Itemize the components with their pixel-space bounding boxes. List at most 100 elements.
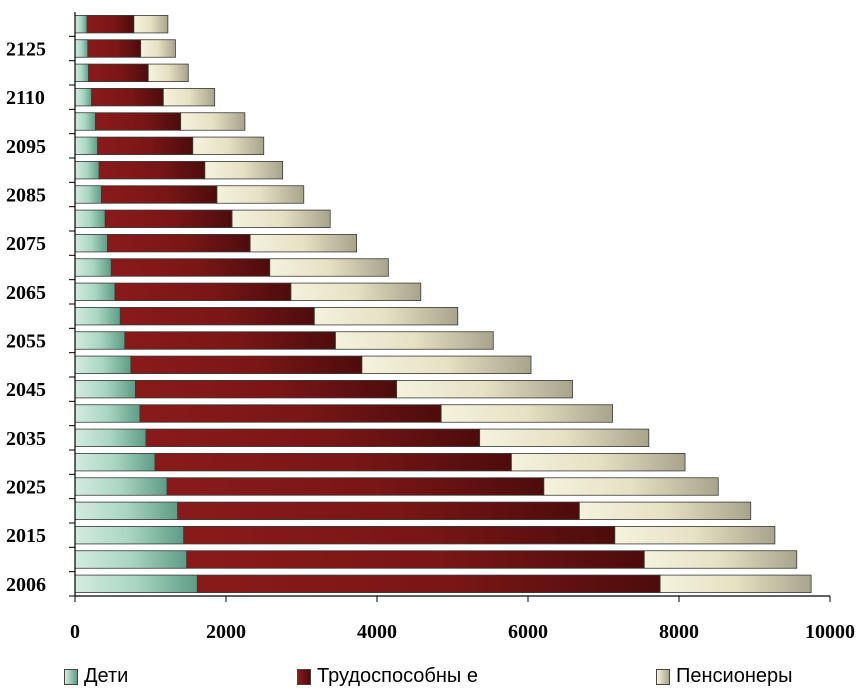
- bar-children-22: [74, 39, 89, 58]
- legend-item-children: Дети: [64, 665, 128, 688]
- y-tick-label: 2035: [6, 428, 46, 450]
- bar-children-2: [74, 526, 185, 545]
- bar-pensioners-19: [180, 112, 246, 131]
- bar-workers-4: [166, 477, 545, 496]
- y-tick-label: 2095: [6, 136, 46, 158]
- axes-group: 2006 2015 2025 2035 2045 2055 2065 2075 2085 2095…: [6, 12, 855, 643]
- bar-children-13: [74, 258, 112, 277]
- bars-group: [74, 15, 812, 593]
- bar-workers-6: [145, 428, 481, 447]
- bar-workers-3: [177, 501, 580, 520]
- bar-pensioners-1: [643, 550, 798, 569]
- bar-pensioners-3: [578, 501, 752, 520]
- y-tick-label: 2125: [6, 39, 46, 61]
- y-tick-label: 2085: [6, 185, 46, 207]
- bar-children-0: [74, 574, 198, 593]
- bar-workers-0: [196, 574, 661, 593]
- bar-children-19: [74, 112, 96, 131]
- bar-workers-18: [97, 136, 194, 155]
- y-tick-label: 2015: [6, 525, 46, 547]
- bar-pensioners-5: [510, 453, 686, 472]
- x-tick-label: 8000: [659, 621, 699, 643]
- legend: Дети Трудоспособны е Пенсионеры: [0, 665, 864, 689]
- bar-pensioners-10: [335, 331, 494, 350]
- bar-pensioners-17: [204, 161, 284, 180]
- bar-workers-15: [104, 209, 233, 228]
- bar-pensioners-9: [361, 355, 532, 374]
- x-tick-label: 10000: [805, 621, 855, 643]
- bar-workers-9: [130, 355, 363, 374]
- x-tick-label: 6000: [508, 621, 548, 643]
- bar-children-5: [74, 453, 156, 472]
- bar-children-1: [74, 550, 188, 569]
- legend-item-workers: Трудоспособны е: [297, 665, 478, 688]
- bar-pensioners-15: [231, 209, 331, 228]
- y-tick-label: 2065: [6, 282, 46, 304]
- bar-workers-12: [114, 282, 292, 301]
- bar-pensioners-18: [192, 136, 265, 155]
- bar-pensioners-16: [216, 185, 305, 204]
- legend-swatch-children: [64, 668, 78, 685]
- bar-children-20: [74, 88, 93, 107]
- bar-workers-5: [154, 453, 512, 472]
- bar-children-10: [74, 331, 126, 350]
- bar-children-7: [74, 404, 141, 423]
- legend-label-pensioners: Пенсионеры: [676, 665, 793, 687]
- y-tick-label: 2055: [6, 331, 46, 353]
- bar-pensioners-8: [396, 380, 573, 399]
- legend-swatch-pensioners: [656, 668, 670, 685]
- bar-pensioners-20: [162, 88, 216, 107]
- bar-workers-17: [98, 161, 206, 180]
- bar-children-14: [74, 234, 108, 253]
- bar-workers-23: [86, 15, 135, 34]
- bar-pensioners-12: [290, 282, 422, 301]
- legend-item-pensioners: Пенсионеры: [656, 665, 793, 688]
- bar-children-9: [74, 355, 132, 374]
- y-tick-label: 2110: [6, 87, 45, 109]
- bar-children-6: [74, 428, 147, 447]
- bar-workers-16: [101, 185, 218, 204]
- bar-workers-2: [183, 526, 616, 545]
- bar-children-17: [74, 161, 100, 180]
- bar-workers-14: [107, 234, 251, 253]
- bar-workers-22: [87, 39, 142, 58]
- bar-workers-7: [139, 404, 442, 423]
- y-tick-label: 2075: [6, 233, 46, 255]
- bar-workers-19: [94, 112, 182, 131]
- bar-children-15: [74, 209, 106, 228]
- bar-pensioners-23: [133, 15, 169, 34]
- bar-children-3: [74, 501, 179, 520]
- bar-pensioners-13: [269, 258, 389, 277]
- bar-children-8: [74, 380, 136, 399]
- legend-label-children: Дети: [84, 665, 129, 687]
- bar-pensioners-11: [313, 307, 459, 326]
- bar-children-21: [74, 63, 89, 82]
- bar-workers-8: [134, 380, 398, 399]
- bar-pensioners-21: [147, 63, 189, 82]
- bar-workers-13: [110, 258, 271, 277]
- legend-swatch-workers: [297, 668, 311, 685]
- x-tick-label: 4000: [357, 621, 397, 643]
- y-tick-label: 2045: [6, 379, 46, 401]
- bar-workers-10: [124, 331, 336, 350]
- bar-workers-21: [88, 63, 149, 82]
- bar-pensioners-7: [440, 404, 613, 423]
- bar-workers-11: [119, 307, 315, 326]
- y-tick-label: 2006: [6, 574, 46, 596]
- bar-children-18: [74, 136, 99, 155]
- bar-pensioners-14: [249, 234, 358, 253]
- bar-children-4: [74, 477, 168, 496]
- x-tick-label: 2000: [206, 621, 246, 643]
- bar-pensioners-6: [479, 428, 650, 447]
- bar-children-12: [74, 282, 116, 301]
- bar-workers-1: [186, 550, 645, 569]
- bar-workers-20: [91, 88, 164, 107]
- bar-children-11: [74, 307, 121, 326]
- y-tick-label: 2025: [6, 477, 46, 499]
- bar-children-16: [74, 185, 102, 204]
- bar-pensioners-0: [659, 574, 812, 593]
- legend-label-workers: Трудоспособны е: [317, 665, 478, 687]
- bar-pensioners-4: [543, 477, 719, 496]
- bar-pensioners-22: [140, 39, 176, 58]
